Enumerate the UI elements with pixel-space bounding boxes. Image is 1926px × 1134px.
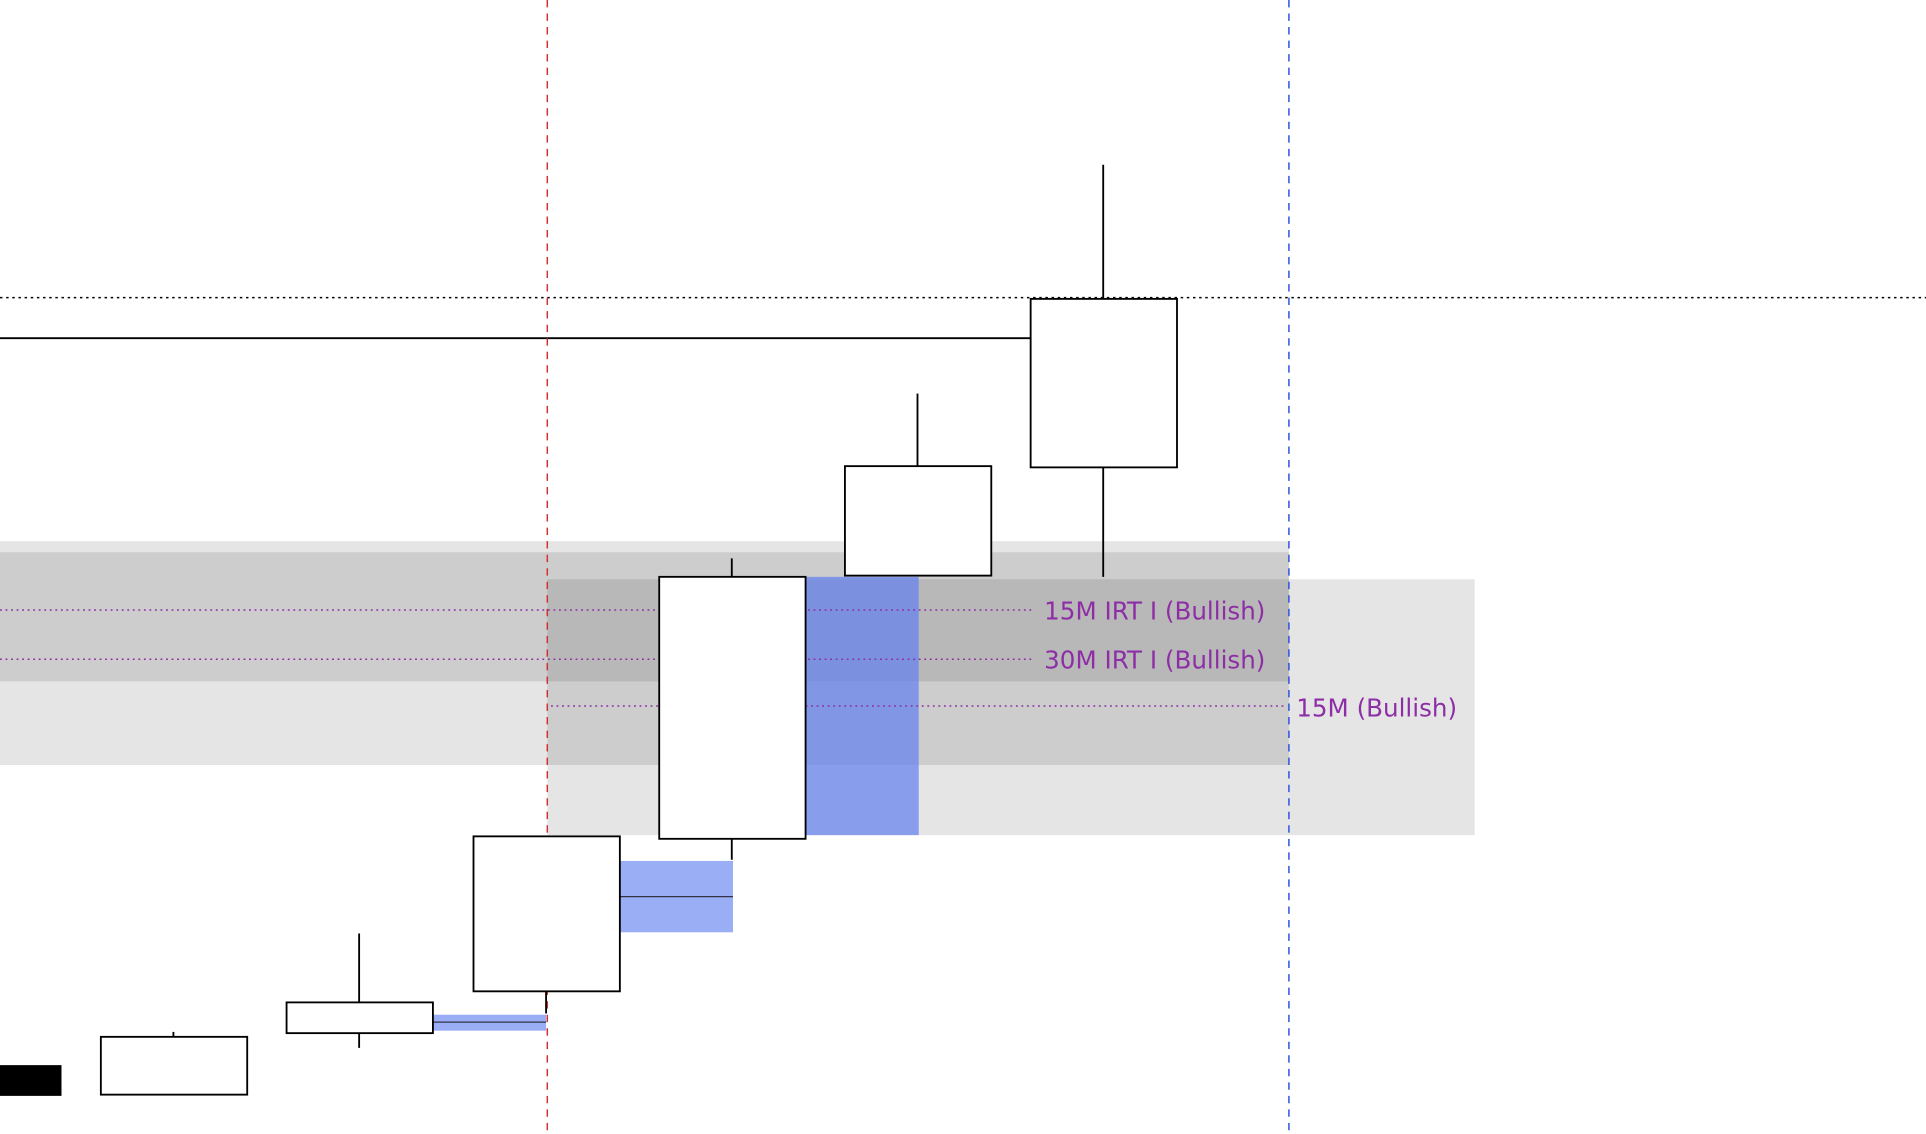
irt-label: 15M (Bullish) bbox=[1296, 694, 1457, 723]
irt-label: 15M IRT I (Bullish) bbox=[1044, 597, 1265, 626]
candles bbox=[99, 164, 1178, 1096]
irt-label: 30M IRT I (Bullish) bbox=[1044, 646, 1265, 675]
zone bbox=[0, 552, 1289, 682]
price-tag bbox=[0, 1065, 62, 1096]
zone bbox=[0, 541, 1289, 766]
